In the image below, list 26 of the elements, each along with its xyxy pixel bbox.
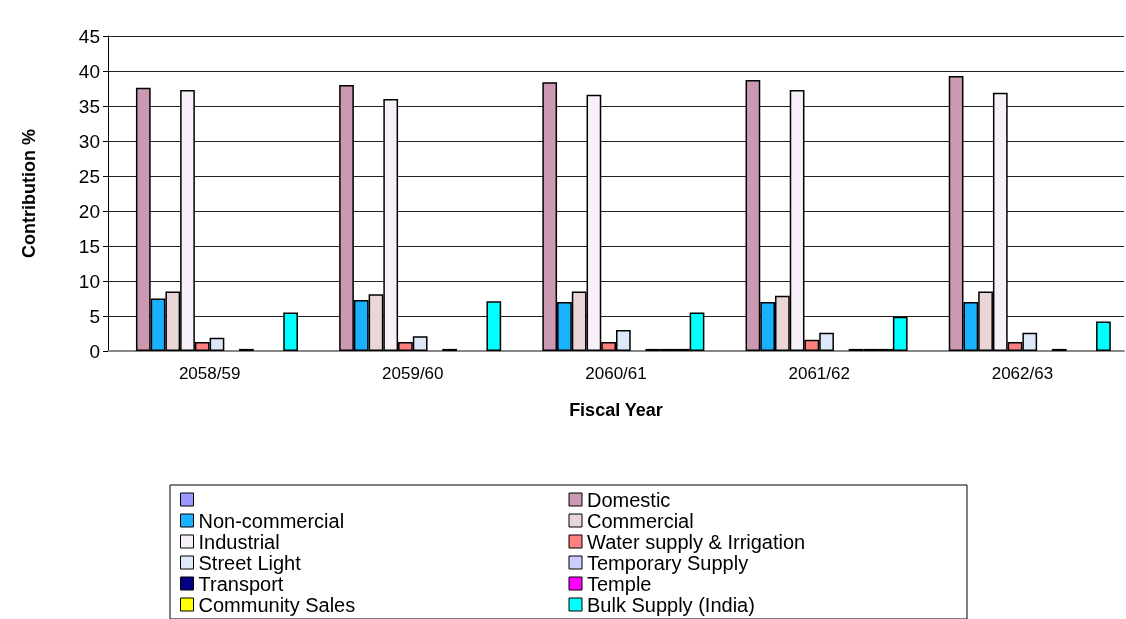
y-tick-label: 25	[78, 165, 100, 187]
legend-label: Industrial	[198, 530, 280, 553]
legend-label: Non-commercial	[198, 509, 345, 532]
x-tick-label: 2059/60	[382, 364, 444, 383]
x-tick-label: 2061/62	[788, 364, 850, 383]
legend-label: Domestic	[587, 488, 671, 511]
y-tick-label: 5	[89, 305, 100, 327]
y-tick-label: 20	[78, 200, 100, 222]
y-tick-label: 15	[78, 235, 100, 257]
legend-label: Water supply & Irrigation	[587, 530, 806, 553]
y-tick-label: 0	[89, 340, 100, 362]
bar	[283, 312, 298, 351]
bar	[486, 301, 502, 351]
x-tick-label: 2060/61	[585, 364, 647, 383]
legend-label: Commercial	[587, 509, 694, 532]
y-axis-title: Contribution %	[19, 129, 39, 258]
y-tick-label: 40	[78, 60, 100, 82]
y-tick-label: 45	[78, 25, 100, 47]
legend-label: Street Light	[198, 551, 302, 574]
bar	[1096, 321, 1111, 351]
x-tick-label: 2058/59	[178, 364, 241, 383]
y-tick-label: 10	[78, 270, 100, 292]
y-tick-label: 30	[78, 130, 100, 152]
x-axis-title: Fiscal Year	[569, 400, 663, 420]
x-tick-label: 2062/63	[991, 364, 1054, 383]
y-tick-label: 35	[78, 95, 100, 117]
